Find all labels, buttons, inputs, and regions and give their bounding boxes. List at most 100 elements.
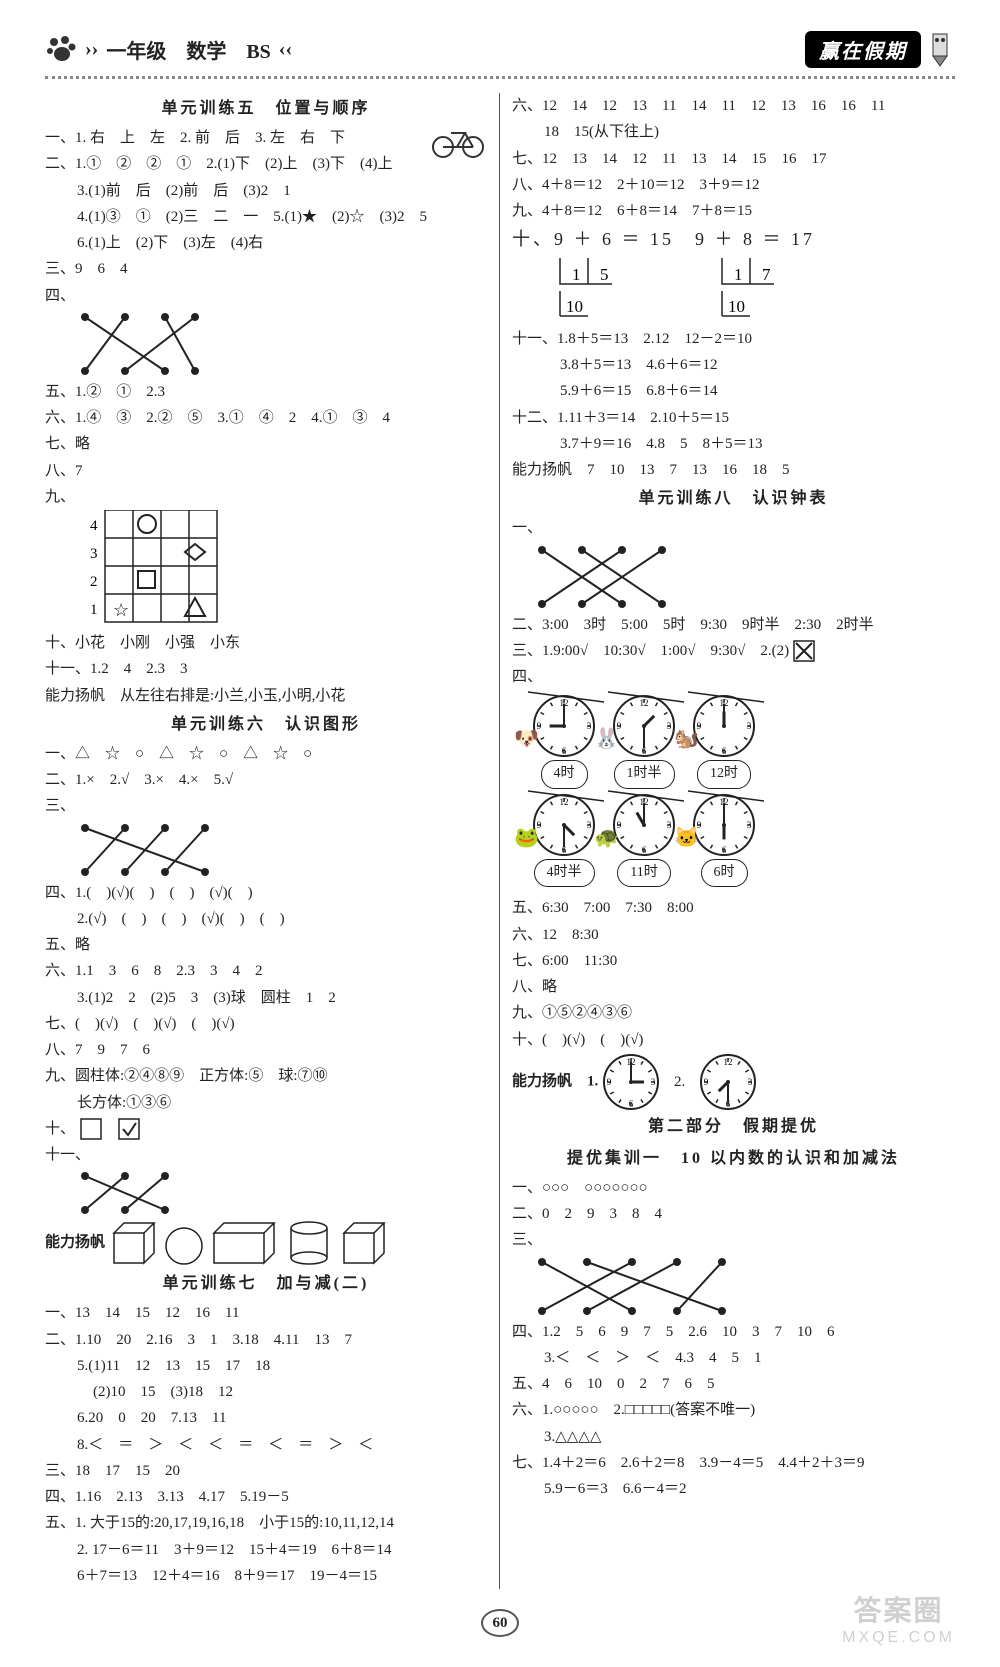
page-header: ›› 一年级 数学 BS ‹‹ 赢在假期 [45,30,955,76]
grid-shapes-diagram: 4321 ☆ [75,510,225,630]
svg-text:6: 6 [629,1099,634,1109]
match-diagram [532,1254,732,1319]
paw-icon [45,33,77,65]
header-left: ›› 一年级 数学 BS ‹‹ [45,33,292,65]
svg-text:6: 6 [722,746,727,756]
svg-text:1: 1 [90,602,98,618]
title-arrows-left: ›› [85,38,98,61]
page-title: 一年级 数学 BS [106,35,270,64]
x-box-icon [793,640,815,662]
section-title: 提优集训一 10 以内数的认识和加减法 [512,1143,955,1175]
answer-line: 5.(1)11 12 13 15 17 18 [45,1353,487,1379]
svg-text:6: 6 [642,845,647,855]
answer-line: 长方体:①③⑥ [45,1090,487,1116]
svg-text:4: 4 [90,518,98,534]
answer-line: 五、1.② ① 2.3 [45,379,487,405]
answer-line: 十、 [45,1116,487,1142]
answer-line: 四、1.2 5 6 9 7 5 2.6 10 3 7 10 6 [512,1319,955,1345]
answer-line: 十二、1.11＋3＝14 2.10＋5＝15 [512,405,955,431]
answer-line: 四、 [45,283,487,309]
answer-line: (2)10 15 (3)18 12 [45,1379,487,1405]
svg-text:3: 3 [748,1077,753,1087]
answer-line: 2. 17－6＝11 3＋9＝12 15＋4＝19 6＋8＝14 [45,1537,487,1563]
answer-line: 七、12 13 14 12 11 13 14 15 16 17 [512,146,955,172]
answer-line: 四、1.( )(√)( ) ( ) (√)( ) [45,880,487,906]
answer-line: 五、1. 大于15的:20,17,19,16,18 小于15的:10,11,12… [45,1510,487,1536]
answer-line: 5.9＋6＝15 6.8＋6＝14 [512,378,955,404]
answer-line: 八、7 9 7 6 [45,1037,487,1063]
answer-line: 二、0 2 9 3 8 4 [512,1201,955,1227]
answer-line: 三、18 17 15 20 [45,1458,487,1484]
answer-line: 七、略 [45,431,487,457]
watermark-bot: MXQE.COM [842,1629,955,1647]
text: 三、1.9:00√ 10:30√ 1:00√ 9:30√ 2.(2) [512,643,789,659]
solids-row-icon [109,1218,389,1268]
svg-text:6: 6 [722,845,727,855]
svg-text:7: 7 [762,265,771,284]
svg-text:3: 3 [747,820,752,830]
section-title: 第二部分 假期提优 [512,1111,955,1143]
text: 一、1. 右 上 左 2. 前 后 3. 左 右 下 [45,130,345,146]
svg-text:9: 9 [704,1077,709,1087]
answer-line: 一、 [512,515,955,541]
answer-line: 七、( )(√) ( )(√) ( )(√) [45,1011,487,1037]
answer-line: 五、6:30 7:00 7:30 8:00 [512,895,955,921]
section-title: 单元训练八 认识钟表 [512,483,955,515]
page-footer: 60 [45,1609,955,1637]
answer-line: 一、13 14 15 12 16 11 [45,1300,487,1326]
answer-line: 6＋7＝13 12＋4＝16 8＋9＝17 19－4＝15 [45,1563,487,1589]
answer-line: 八、略 [512,974,955,1000]
answer-line: 八、4＋8＝12 2＋10＝12 3＋9＝12 [512,172,955,198]
svg-text:10: 10 [566,297,583,316]
answer-line: 九、4＋8＝12 6＋8＝14 7＋8＝15 [512,198,955,224]
clock-pair: 12 3 6 9 2. 12 3 6 9 [602,1053,757,1111]
header-right: 赢在假期 [805,30,955,68]
answer-line: 3.(1)前 后 (2)前 后 (3)2 1 [45,178,487,204]
clock-row: 🐸 12 3 6 9 4时半 🐢 12 3 6 9 11时 🐱 12 3 6 [532,793,955,888]
answer-line: 五、4 6 10 0 2 7 6 5 [512,1371,955,1397]
clock-cell: 🐱 12 3 6 9 6时 [692,793,756,888]
text: 能力扬帆 [45,1235,105,1251]
answer-line: 3.△△△△ [512,1424,955,1450]
answer-line: 一、△ ☆ ○ △ ☆ ○ △ ☆ ○ [45,741,487,767]
answer-line: 3.7＋9＝16 4.8 5 8＋5＝13 [512,431,955,457]
capability-line: 能力扬帆 1. 12 3 6 9 2. 12 3 6 9 [512,1053,955,1111]
answer-line: 6.20 0 20 7.13 11 [45,1405,487,1431]
answer-line: 九、圆柱体:②④⑧⑨ 正方体:⑤ 球:⑦⑩ [45,1063,487,1089]
answer-line: 一、1. 右 上 左 2. 前 后 3. 左 右 下 [45,125,487,151]
badge: 赢在假期 [805,31,921,68]
pencil-icon [927,30,955,68]
answer-line: 四、1.16 2.13 3.13 4.17 5.19－5 [45,1484,487,1510]
svg-text:10: 10 [728,297,745,316]
answer-line: 十一、1.2 4 2.3 3 [45,656,487,682]
answer-line: 4.(1)③ ① (2)三 二 一 5.(1)★ (2)☆ (3)2 5 [45,204,487,230]
answer-line: 二、1.① ② ② ① 2.(1)下 (2)上 (3)下 (4)上 [45,151,487,177]
svg-text:9: 9 [607,1077,612,1087]
answer-line: 3.8＋5＝13 4.6＋6＝12 [512,352,955,378]
svg-text:☆: ☆ [113,600,129,620]
answer-line: 二、1.10 20 2.16 3 1 3.18 4.11 13 7 [45,1327,487,1353]
clock-cell: 🐢 12 3 6 9 11时 [612,793,676,888]
svg-text:3: 3 [667,721,672,731]
answer-line: 十一、 [45,1142,487,1168]
match-diagram [75,309,205,379]
answer-line: 二、1.× 2.√ 3.× 4.× 5.√ [45,767,487,793]
svg-text:5: 5 [600,265,609,284]
answer-line: 九、 [45,484,487,510]
match-diagram [75,820,235,880]
clock-cell: 🐶 12 3 6 9 4时 [532,694,596,789]
answer-line: 三、1.9:00√ 10:30√ 1:00√ 9:30√ 2.(2) [512,638,955,664]
svg-text:12: 12 [724,1057,733,1067]
clock-cell: 🐿️ 12 3 6 9 12时 [692,694,756,789]
svg-text:1: 1 [734,265,743,284]
answer-line: 8.＜ ＝ ＞ ＜ ＜ ＝ ＜ ＝ ＞ ＜ [45,1432,487,1458]
answer-line: 七、6:00 11:30 [512,948,955,974]
answer-line: 八、7 [45,458,487,484]
clock-cell: 🐸 12 3 6 9 4时半 [532,793,596,888]
answer-line: 九、①⑤②④③⑥ [512,1000,955,1026]
answer-line: 五、略 [45,932,487,958]
svg-text:3: 3 [667,820,672,830]
answer-line: 六、1.1 3 6 8 2.3 3 4 2 [45,958,487,984]
answer-line: 2.(√) ( ) ( ) (√)( ) ( ) [45,906,487,932]
clock-row: 🐶 12 3 6 9 4时 🐰 12 3 6 9 1时半 🐿️ 12 3 6 [532,694,955,789]
